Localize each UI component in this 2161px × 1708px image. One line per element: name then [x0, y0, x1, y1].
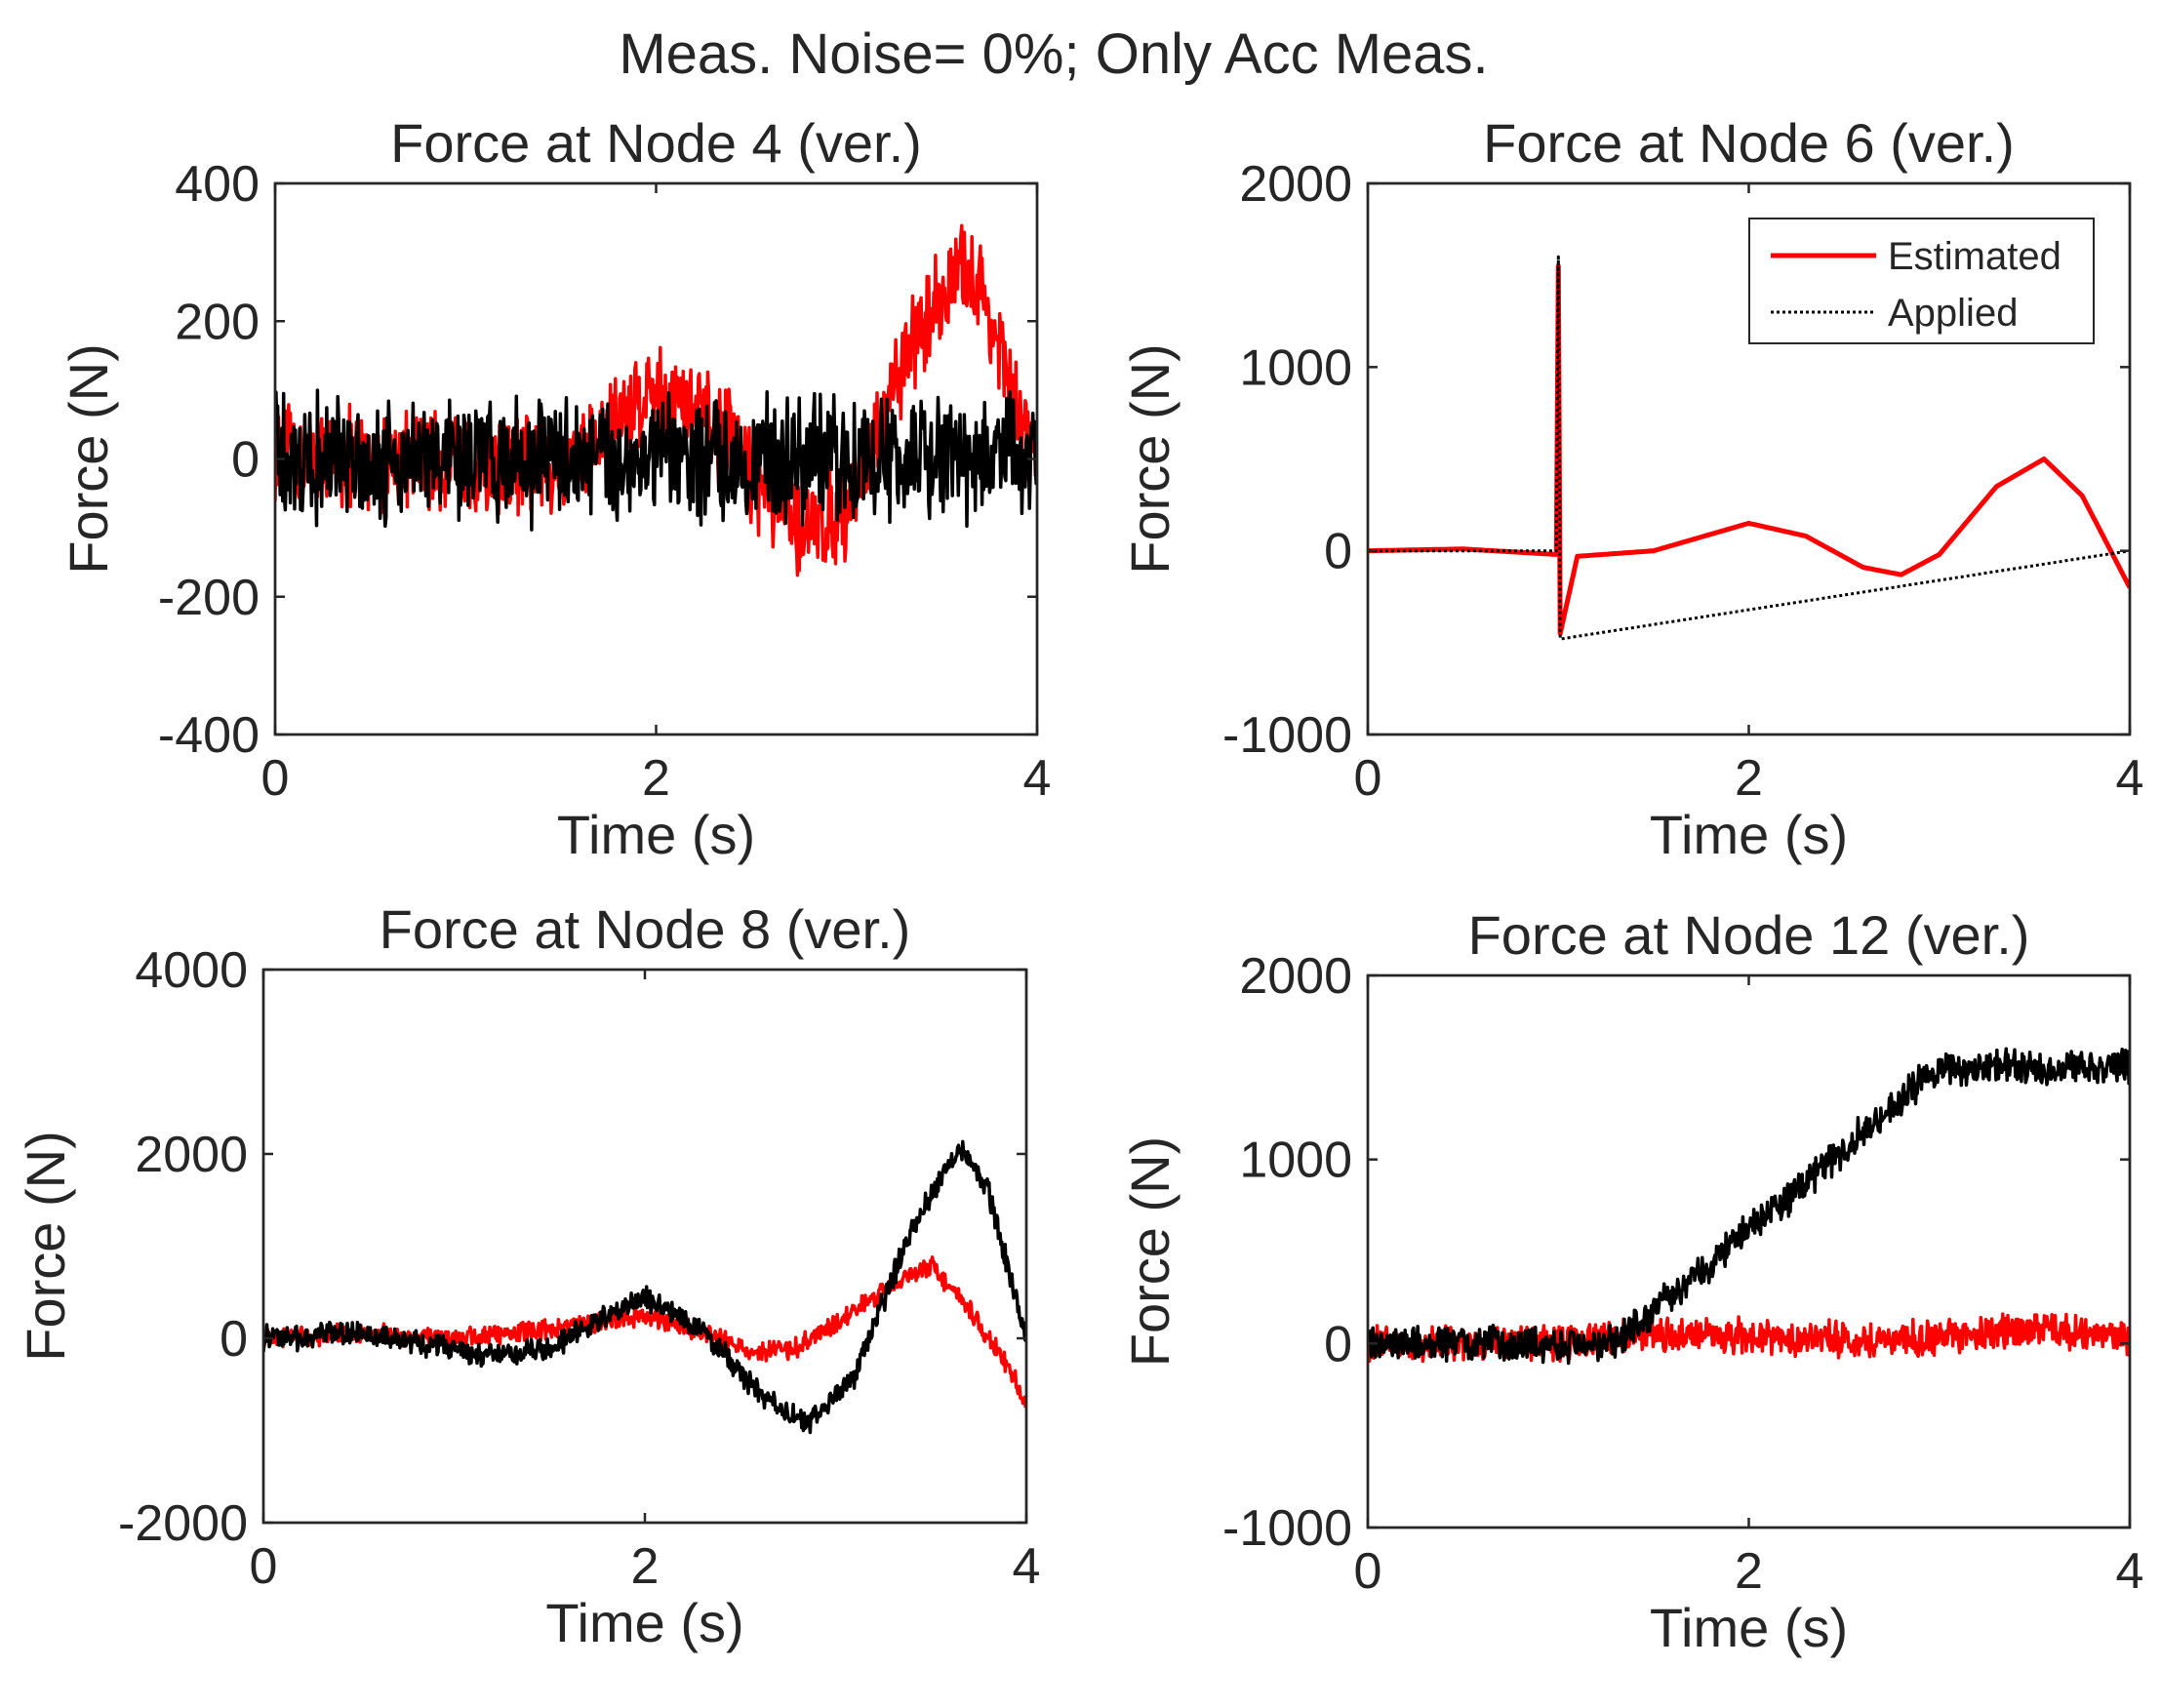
y-tick-label: 0 — [220, 1311, 248, 1368]
x-axis-label: Time (s) — [557, 804, 755, 865]
subplot-title: Force at Node 4 (ver.) — [390, 112, 922, 174]
subplot-1: 0 2 4 -400 -200 0 200 400 Force at Node 4 (ver.)… — [58, 112, 1051, 865]
x-tick-label: 4 — [1013, 1538, 1041, 1595]
x-tick-label: 0 — [1354, 750, 1382, 807]
series-estimated — [263, 1255, 1026, 1409]
series-applied — [1368, 255, 2130, 641]
series-applied — [275, 388, 1037, 532]
y-tick-label: 2000 — [1239, 948, 1352, 1005]
figure-suptitle: Meas. Noise= 0%; Only Acc Meas. — [619, 22, 1488, 86]
y-tick-label: -1000 — [1222, 707, 1352, 764]
x-tick-label: 2 — [631, 1538, 660, 1595]
y-tick-label: 0 — [231, 432, 260, 489]
x-tick-label: 0 — [261, 750, 290, 807]
x-tick-label: 4 — [2116, 1543, 2144, 1600]
x-tick-label: 4 — [1023, 750, 1052, 807]
y-tick-label: -2000 — [118, 1495, 248, 1552]
subplot-title: Force at Node 8 (ver.) — [380, 898, 911, 960]
y-tick-label: 1000 — [1239, 1132, 1352, 1189]
y-tick-label: -200 — [158, 570, 260, 626]
x-axis-label: Time (s) — [1650, 1597, 1848, 1658]
y-tick-label: 2000 — [1239, 156, 1352, 213]
y-tick-label: 0 — [1324, 1316, 1352, 1372]
x-tick-label: 2 — [1735, 1543, 1763, 1600]
x-axis-label: Time (s) — [1650, 804, 1848, 865]
series-group — [1368, 1047, 2130, 1366]
subplot-title: Force at Node 6 (ver.) — [1483, 112, 2015, 174]
series-applied — [1368, 1047, 2130, 1366]
y-axis-label: Force (N) — [1119, 1136, 1181, 1367]
x-tick-label: 0 — [250, 1538, 278, 1595]
plot-area — [261, 968, 1028, 1525]
y-tick-label: 200 — [175, 294, 260, 350]
y-tick-label: 2000 — [135, 1127, 248, 1183]
series-group — [263, 1139, 1026, 1435]
legend-box — [1748, 218, 2095, 344]
series-applied — [263, 1139, 1026, 1435]
x-tick-label: 2 — [1735, 750, 1763, 807]
x-tick-label: 2 — [642, 750, 670, 807]
x-tick-label: 4 — [2116, 750, 2144, 807]
y-tick-label: 4000 — [135, 942, 248, 999]
legend-label: Applied — [1888, 292, 2018, 335]
series-group — [1368, 255, 2130, 641]
y-tick-label: 0 — [1324, 524, 1352, 580]
legend-label: Estimated — [1888, 235, 2061, 278]
subplot-title: Force at Node 12 (ver.) — [1468, 904, 2030, 966]
y-tick-label: 1000 — [1239, 339, 1352, 396]
x-tick-label: 0 — [1354, 1543, 1382, 1600]
y-tick-label: 400 — [175, 156, 260, 213]
legend: Estimated Applied — [1748, 218, 2095, 344]
y-axis-label: Force (N) — [58, 343, 119, 574]
series-estimated — [1368, 263, 2130, 636]
series-group — [275, 223, 1037, 577]
y-axis-label: Force (N) — [1119, 343, 1181, 574]
y-tick-label: -1000 — [1222, 1500, 1352, 1557]
y-axis-label: Force (N) — [15, 1131, 76, 1361]
y-tick-label: -400 — [158, 707, 260, 764]
x-axis-label: Time (s) — [545, 1592, 743, 1653]
